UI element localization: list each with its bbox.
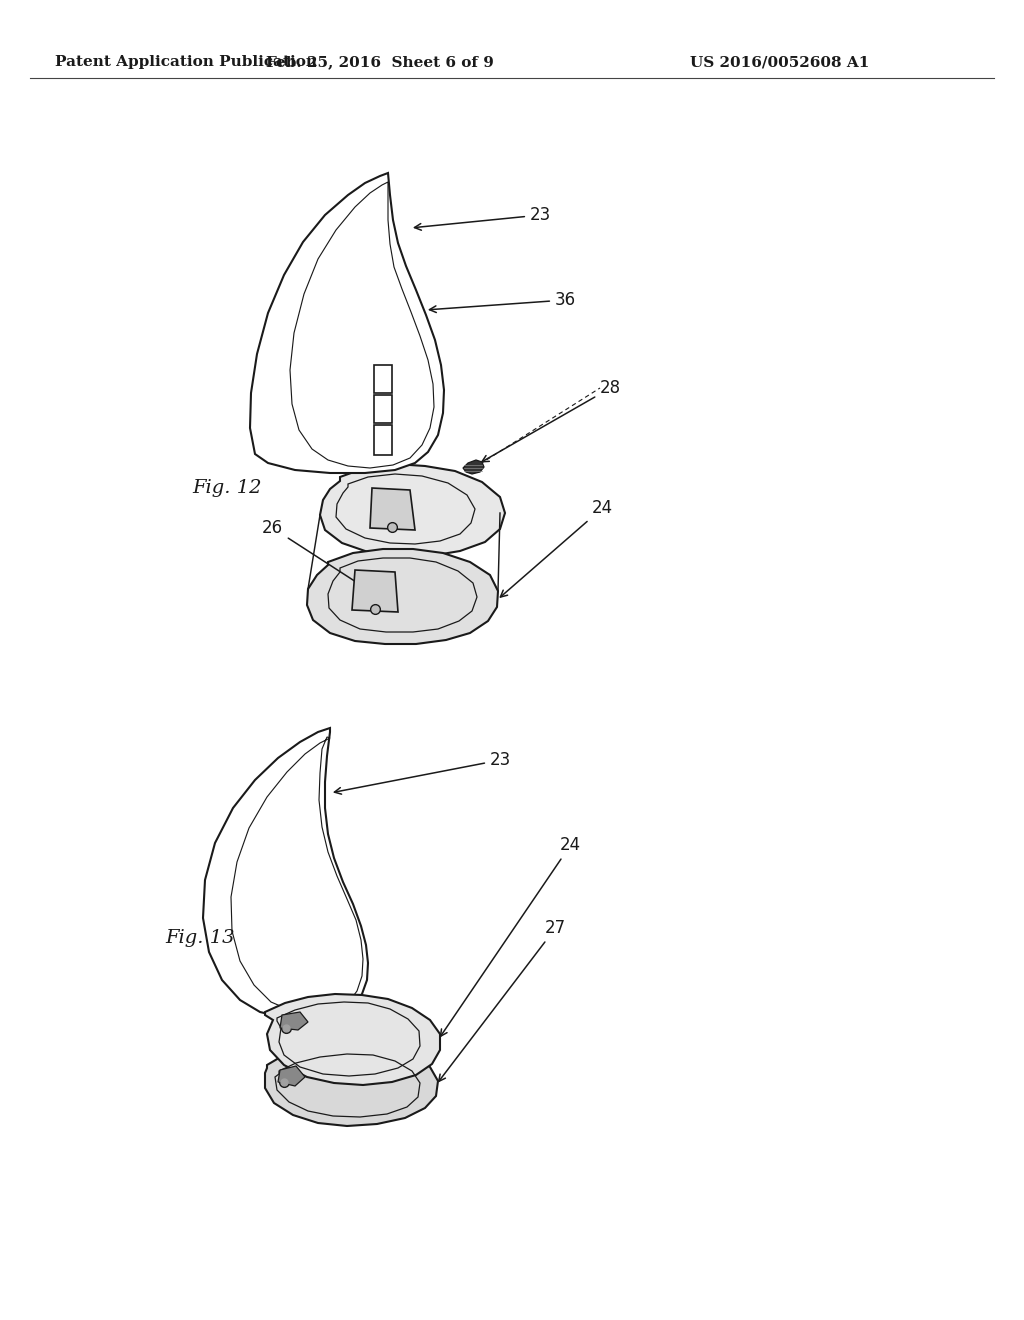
Text: Fig. 12: Fig. 12 [193, 479, 261, 498]
Text: 36: 36 [429, 290, 577, 313]
Text: 24: 24 [501, 499, 613, 597]
Polygon shape [250, 173, 444, 473]
Polygon shape [352, 570, 398, 612]
Polygon shape [265, 994, 440, 1085]
Polygon shape [203, 729, 368, 1018]
Text: US 2016/0052608 A1: US 2016/0052608 A1 [690, 55, 869, 69]
Text: 24: 24 [440, 836, 582, 1036]
Text: Fig. 13: Fig. 13 [165, 929, 234, 946]
Text: Patent Application Publication: Patent Application Publication [55, 55, 317, 69]
Polygon shape [278, 1067, 305, 1086]
Polygon shape [307, 549, 498, 644]
Text: 26: 26 [262, 519, 367, 589]
Text: 28: 28 [482, 379, 622, 462]
Text: 23: 23 [335, 751, 511, 795]
Polygon shape [265, 1044, 438, 1126]
Text: Feb. 25, 2016  Sheet 6 of 9: Feb. 25, 2016 Sheet 6 of 9 [266, 55, 494, 69]
Polygon shape [319, 465, 505, 556]
Polygon shape [370, 488, 415, 531]
Polygon shape [280, 1012, 308, 1030]
Polygon shape [463, 459, 484, 474]
Text: 27: 27 [438, 919, 566, 1081]
Text: 23: 23 [415, 206, 551, 230]
